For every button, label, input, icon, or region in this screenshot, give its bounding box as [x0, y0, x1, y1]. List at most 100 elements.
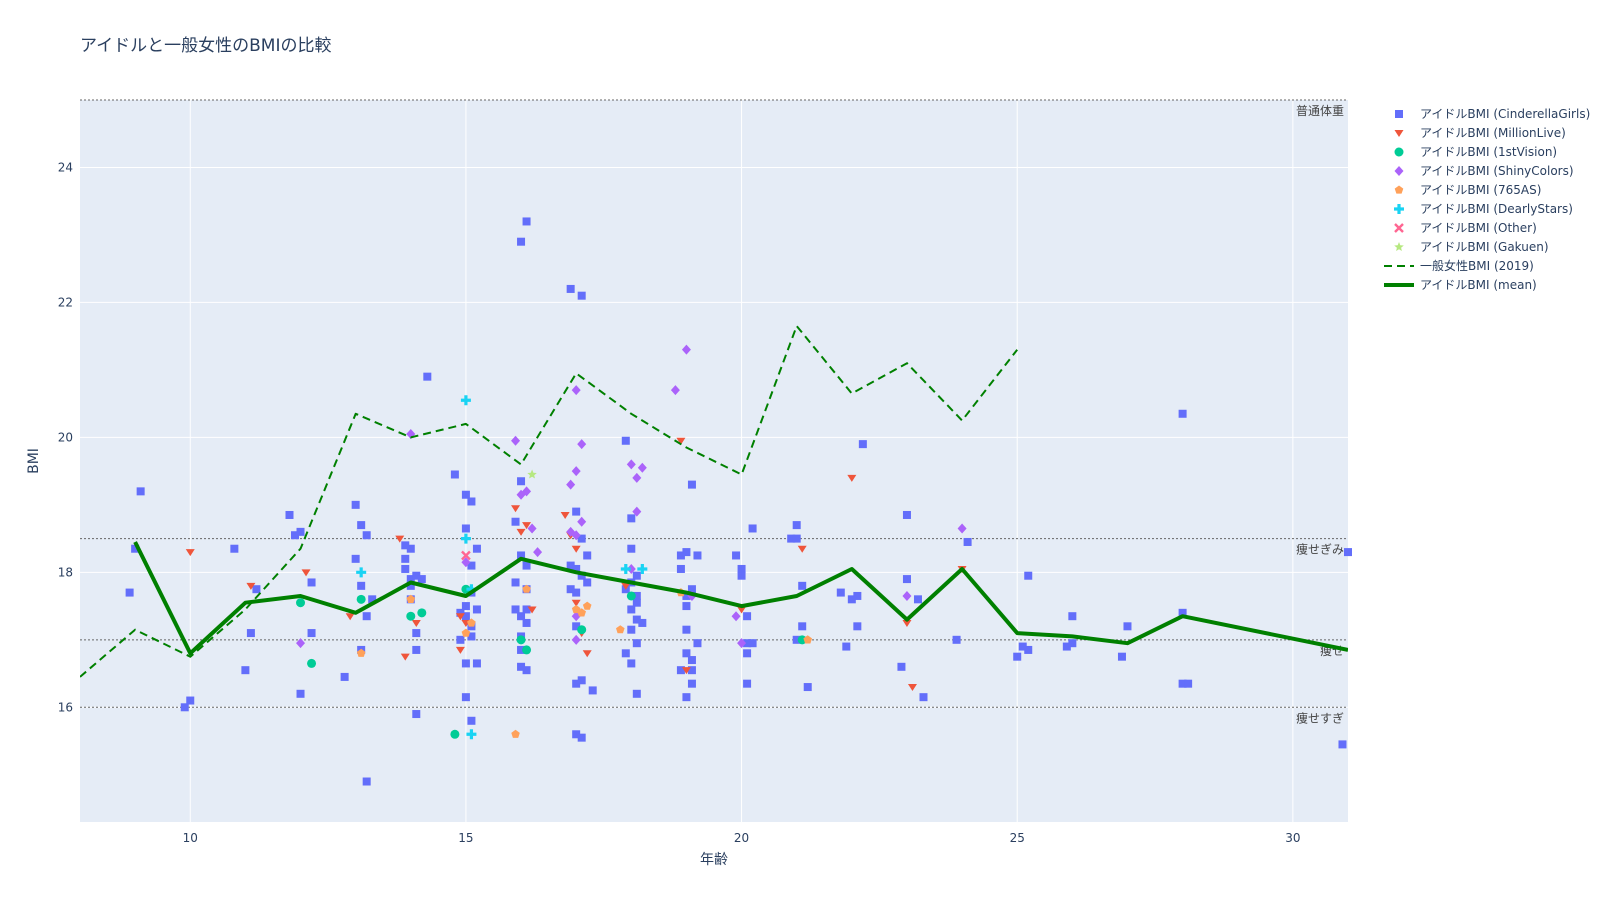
- series-diamond: [296, 344, 967, 649]
- data-point: [522, 584, 531, 593]
- data-point: [638, 618, 647, 627]
- legend-label: アイドルBMI (765AS): [1420, 182, 1542, 197]
- legend-swatch: [1394, 204, 1404, 215]
- legend-label: アイドルBMI (ShinyColors): [1420, 163, 1574, 178]
- data-point: [522, 217, 531, 226]
- data-point: [406, 575, 415, 584]
- data-point: [307, 658, 317, 668]
- data-point: [732, 551, 741, 560]
- data-point: [737, 606, 747, 614]
- data-point: [368, 595, 377, 604]
- data-point: [406, 544, 415, 553]
- legend-item[interactable]: アイドルBMI (1stVision): [1384, 142, 1590, 161]
- data-point: [693, 639, 702, 648]
- legend-item[interactable]: アイドルBMI (Other): [1384, 219, 1590, 238]
- data-point: [687, 585, 696, 594]
- data-markers: [80, 217, 1352, 786]
- legend-item[interactable]: アイドルBMI (765AS): [1384, 180, 1590, 199]
- data-point: [957, 523, 967, 534]
- data-point: [836, 588, 845, 597]
- data-point: [902, 575, 911, 584]
- data-point: [517, 645, 526, 654]
- data-point: [902, 619, 912, 627]
- data-point: [517, 662, 526, 671]
- legend-label: アイドルBMI (mean): [1420, 278, 1537, 293]
- data-point: [737, 564, 746, 573]
- data-point: [455, 613, 465, 621]
- data-point: [792, 635, 801, 644]
- data-point: [1394, 223, 1404, 233]
- series-pentagon: [356, 584, 812, 738]
- data-point: [1178, 608, 1187, 617]
- data-point: [136, 487, 145, 496]
- data-point: [511, 517, 520, 526]
- data-point: [517, 612, 526, 621]
- data-point: [637, 563, 648, 574]
- data-point: [737, 638, 747, 649]
- data-point: [798, 581, 807, 590]
- legend-item[interactable]: アイドルBMI (ShinyColors): [1384, 161, 1590, 180]
- data-point: [406, 581, 415, 590]
- data-point: [919, 693, 928, 702]
- data-point: [307, 629, 316, 638]
- data-point: [467, 618, 476, 627]
- data-point: [582, 650, 592, 658]
- legend-item[interactable]: アイドルBMI (Gakuen): [1384, 238, 1590, 257]
- reference-line-label: 痩せぎみ: [1296, 542, 1344, 557]
- legend-swatch: [1394, 242, 1404, 252]
- data-point: [527, 606, 537, 614]
- data-point: [241, 666, 250, 675]
- data-point: [351, 500, 360, 509]
- data-point: [637, 462, 647, 473]
- data-point: [1338, 740, 1347, 749]
- data-point: [340, 672, 349, 681]
- chart-title: アイドルと一般女性のBMIの比較: [80, 36, 332, 56]
- data-point: [748, 639, 757, 648]
- data-point: [230, 544, 239, 553]
- data-point: [1394, 147, 1404, 157]
- data-point: [632, 472, 642, 483]
- data-point: [571, 545, 581, 553]
- data-point: [307, 578, 316, 587]
- data-point: [913, 595, 922, 604]
- data-point: [461, 628, 471, 637]
- data-point: [461, 524, 470, 533]
- data-point: [577, 571, 586, 580]
- legend-item[interactable]: アイドルBMI (CinderellaGirls): [1384, 104, 1590, 123]
- data-point: [522, 561, 531, 570]
- data-point: [632, 571, 641, 580]
- data-point: [853, 622, 862, 631]
- data-point: [345, 613, 355, 621]
- legend-item[interactable]: アイドルBMI (mean): [1384, 276, 1590, 295]
- data-point: [517, 477, 526, 486]
- data-point: [632, 639, 641, 648]
- data-point: [362, 777, 371, 786]
- data-point: [296, 689, 305, 698]
- data-point: [285, 510, 294, 519]
- y-tick-label: 24: [58, 160, 73, 174]
- data-point: [456, 608, 465, 617]
- reference-line-label: 痩せすぎ: [1296, 710, 1344, 725]
- data-point: [460, 533, 471, 544]
- legend-label: アイドルBMI (DearlyStars): [1420, 202, 1573, 217]
- data-point: [411, 619, 421, 627]
- data-point: [571, 466, 581, 477]
- data-point: [401, 554, 410, 563]
- legend-item[interactable]: 一般女性BMI (2019): [1384, 257, 1590, 276]
- legend-item[interactable]: アイドルBMI (DearlyStars): [1384, 199, 1590, 218]
- series-x: [461, 550, 471, 561]
- data-point: [252, 585, 261, 594]
- data-point: [577, 534, 586, 543]
- data-point: [853, 591, 862, 600]
- x-tick-label: 30: [1285, 831, 1300, 845]
- data-point: [627, 544, 636, 553]
- data-point: [792, 534, 801, 543]
- data-point: [246, 629, 255, 638]
- data-point: [792, 521, 801, 530]
- data-point: [787, 534, 796, 543]
- data-point: [412, 710, 421, 719]
- data-point: [356, 594, 366, 604]
- legend-item[interactable]: アイドルBMI (MillionLive): [1384, 123, 1590, 142]
- data-point: [632, 689, 641, 698]
- data-point: [627, 625, 636, 634]
